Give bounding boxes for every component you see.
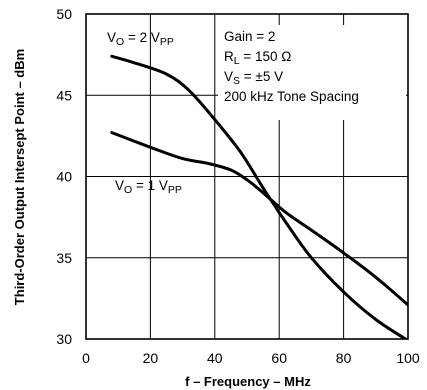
x-tick-label: 40	[207, 350, 223, 366]
plot-frame	[85, 13, 409, 340]
test-conditions-annotation: Gain = 2 RL = 150 Ω VS = ±5 V 200 kHz To…	[224, 29, 359, 104]
series-label-1vpp: VO = 1 VPP	[115, 178, 182, 196]
annotation-gain: Gain = 2	[224, 29, 275, 44]
series-line-1vpp	[110, 131, 408, 307]
series-line-2vpp	[110, 54, 408, 339]
annotation-background	[218, 25, 406, 120]
x-tick-label: 100	[396, 350, 420, 366]
y-tick-label: 45	[56, 87, 72, 103]
y-tick-label: 35	[56, 250, 72, 266]
annotation-supply-voltage: VS = ±5 V	[224, 69, 283, 87]
data-series	[110, 54, 408, 339]
annotation-load-resistance: RL = 150 Ω	[224, 49, 291, 67]
y-tick-label: 40	[56, 169, 72, 185]
tick-labels: 0 20 40 60 80 100 30 35 40 45 50	[56, 6, 419, 366]
y-tick-label: 50	[56, 6, 72, 22]
x-axis-label: f – Frequency – MHz	[185, 374, 311, 389]
y-axis-label: Third-Order Output Intersept Point – dBm	[12, 49, 27, 305]
y-tick-label: 30	[56, 331, 72, 347]
x-tick-label: 60	[271, 350, 287, 366]
x-tick-label: 20	[143, 350, 159, 366]
series-label-2vpp: VO = 2 VPP	[107, 30, 174, 48]
x-tick-label: 80	[336, 350, 352, 366]
x-tick-label: 0	[82, 350, 90, 366]
annotation-tone-spacing: 200 kHz Tone Spacing	[224, 89, 359, 104]
